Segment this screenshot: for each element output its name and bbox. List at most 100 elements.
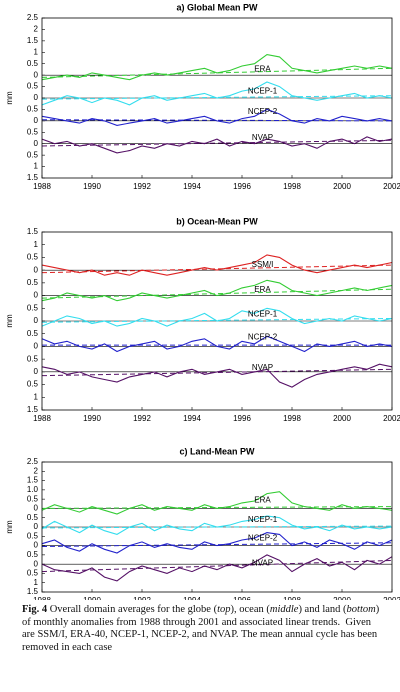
y-tick-label: 1	[34, 47, 39, 56]
caption-text: middle	[269, 604, 299, 615]
x-tick-label: 1994	[183, 182, 201, 191]
y-tick-label: 0.5	[27, 303, 39, 312]
series-label: ERA	[254, 285, 271, 294]
series-line	[41, 532, 393, 554]
y-tick-label: 0	[34, 93, 39, 102]
x-tick-label: 1988	[33, 182, 51, 191]
y-tick-label: 1.5	[27, 227, 39, 236]
chart-title: a) Global Mean PW	[176, 2, 258, 12]
series-label: NVAP	[252, 363, 273, 372]
y-tick-label: 0.5	[27, 380, 39, 389]
series-label: NVAP	[252, 133, 273, 142]
x-tick-label: 1988	[33, 414, 51, 423]
y-tick-label: 0.5	[27, 569, 39, 578]
y-tick-label: 2.5	[27, 457, 39, 466]
y-tick-label: 0	[34, 265, 39, 274]
x-tick-label: 1996	[233, 182, 251, 191]
y-tick-label: 0	[34, 116, 39, 125]
y-tick-label: 0	[34, 367, 39, 376]
y-tick-label: 0.5	[27, 531, 39, 540]
x-tick-label: 2000	[333, 596, 351, 600]
x-tick-label: 1990	[83, 596, 101, 600]
x-tick-label: 1992	[133, 414, 151, 423]
y-tick-label: 1.5	[27, 173, 39, 182]
series-line	[41, 335, 393, 353]
x-tick-label: 1988	[33, 596, 51, 600]
series-label: NCEP-2	[248, 534, 278, 543]
y-tick-label: 0.5	[27, 354, 39, 363]
series-label: NCEP-2	[248, 332, 278, 341]
y-tick-label: 0.5	[27, 253, 39, 262]
x-tick-label: 1994	[183, 596, 201, 600]
chart-title: b) Ocean-Mean PW	[176, 216, 258, 226]
series-line	[41, 515, 393, 535]
y-axis-label: mm	[5, 520, 14, 534]
y-tick-label: 0.5	[27, 59, 39, 68]
y-tick-label: 0	[34, 291, 39, 300]
x-tick-label: 1998	[283, 182, 301, 191]
x-tick-label: 2000	[333, 182, 351, 191]
x-tick-label: 1994	[183, 414, 201, 423]
series-line	[41, 554, 393, 582]
y-tick-label: 1	[34, 578, 39, 587]
y-tick-label: 1.5	[27, 405, 39, 414]
series-line	[41, 136, 393, 154]
y-tick-label: 0	[34, 559, 39, 568]
y-tick-label: 0.5	[27, 105, 39, 114]
trend-line	[41, 288, 393, 299]
series-label: ERA	[254, 496, 271, 505]
series-label: NCEP-2	[248, 107, 278, 116]
x-tick-label: 1990	[83, 182, 101, 191]
y-tick-label: 1.5	[27, 476, 39, 485]
y-tick-label: 0	[34, 70, 39, 79]
trend-line	[41, 542, 393, 547]
plot-frame	[41, 17, 393, 179]
y-tick-label: 1	[34, 240, 39, 249]
trend-line	[41, 264, 393, 274]
series-line	[41, 491, 393, 515]
x-tick-label: 2002	[383, 182, 400, 191]
x-tick-label: 2000	[333, 414, 351, 423]
y-tick-label: 1.5	[27, 36, 39, 45]
caption: Fig. 4 Overall domain averages for the g…	[22, 604, 384, 654]
y-tick-label: 1	[34, 392, 39, 401]
y-tick-label: 2	[34, 25, 39, 34]
caption-text: bottom	[346, 604, 376, 615]
series-line	[41, 307, 393, 327]
caption-text: ), ocean (	[230, 604, 270, 615]
x-tick-label: 2002	[383, 596, 400, 600]
x-tick-label: 1998	[283, 414, 301, 423]
trend-line	[41, 559, 393, 573]
y-tick-label: 0.5	[27, 82, 39, 91]
y-tick-label: 0	[34, 139, 39, 148]
caption-text: ) of monthly anomalies from 1988 through…	[22, 604, 382, 653]
caption-text: Fig. 4	[22, 604, 48, 615]
y-tick-label: 0	[34, 541, 39, 550]
y-axis-label: mm	[5, 314, 14, 328]
x-tick-label: 1992	[133, 182, 151, 191]
y-tick-label: 1.5	[27, 587, 39, 596]
x-tick-label: 1990	[83, 414, 101, 423]
trend-line	[41, 317, 393, 323]
caption-text: ) and land (	[298, 604, 347, 615]
series-label: NCEP-1	[248, 515, 278, 524]
y-tick-label: 0.5	[27, 329, 39, 338]
y-axis-label: mm	[5, 91, 14, 105]
y-tick-label: 1	[34, 162, 39, 171]
y-tick-label: 0.5	[27, 494, 39, 503]
y-tick-label: 0.5	[27, 278, 39, 287]
series-label: NCEP-1	[248, 309, 278, 318]
chart-title: c) Land-Mean PW	[179, 446, 255, 456]
y-tick-label: 0.5	[27, 127, 39, 136]
series-label: NCEP-1	[248, 86, 278, 95]
x-tick-label: 1996	[233, 596, 251, 600]
caption-text: Overall domain averages for the globe (	[47, 604, 218, 615]
y-tick-label: 0	[34, 504, 39, 513]
trend-line	[41, 95, 393, 100]
y-tick-label: 2.5	[27, 13, 39, 22]
caption-text: top	[217, 604, 231, 615]
y-tick-label: 0	[34, 342, 39, 351]
trend-line	[41, 525, 393, 529]
y-tick-label: 1.0	[27, 485, 39, 494]
